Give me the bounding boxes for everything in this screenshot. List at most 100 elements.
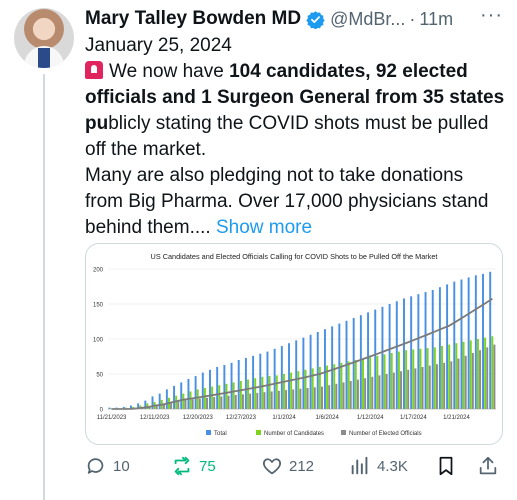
chart-image[interactable]: US Candidates and Elected Officials Call… bbox=[85, 243, 503, 445]
bar bbox=[268, 376, 271, 409]
share-button[interactable] bbox=[477, 453, 505, 479]
more-options-icon[interactable]: ··· bbox=[480, 4, 503, 26]
tweet-paragraph-1: We now have 104 candidates, 92 elected o… bbox=[85, 59, 505, 163]
bar bbox=[407, 369, 410, 409]
bar bbox=[383, 354, 386, 409]
legend-label: Total bbox=[214, 431, 227, 437]
bar bbox=[326, 365, 329, 409]
author-name[interactable]: Mary Talley Bowden MD bbox=[85, 8, 302, 29]
repost-count: 75 bbox=[199, 457, 216, 475]
bar bbox=[290, 372, 293, 409]
bar bbox=[223, 364, 226, 409]
x-tick-label: 12/11/2023 bbox=[140, 415, 170, 421]
show-more-link[interactable]: Show more bbox=[215, 217, 313, 238]
bar bbox=[270, 391, 273, 409]
bar bbox=[331, 326, 334, 409]
tweet-text-rest: blicly stating the COVID shots must be p… bbox=[85, 113, 489, 160]
y-tick-label: 100 bbox=[93, 338, 104, 344]
y-tick-label: 0 bbox=[100, 408, 104, 414]
bar bbox=[211, 386, 214, 409]
bookmark-button[interactable] bbox=[435, 453, 463, 479]
bar bbox=[158, 393, 161, 409]
avatar[interactable] bbox=[14, 8, 74, 68]
action-bar: 10 75 212 4.3K bbox=[85, 453, 505, 479]
bar bbox=[464, 355, 467, 409]
bar bbox=[299, 388, 302, 409]
reply-icon bbox=[87, 458, 104, 474]
bar bbox=[453, 281, 456, 409]
bar bbox=[390, 353, 393, 409]
bar bbox=[397, 351, 400, 409]
bar bbox=[443, 362, 446, 409]
bar bbox=[129, 405, 132, 409]
bar bbox=[184, 399, 187, 409]
views-button[interactable]: 4.3K bbox=[349, 453, 408, 479]
heart-icon bbox=[262, 458, 282, 475]
bar bbox=[340, 362, 343, 409]
bar bbox=[364, 378, 367, 409]
x-tick-label: 1/21/2024 bbox=[443, 415, 470, 421]
share-icon bbox=[479, 456, 497, 475]
repost-button[interactable]: 75 bbox=[171, 453, 216, 479]
tweet-header: Mary Talley Bowden MD @MdBr... · 11m bbox=[85, 6, 507, 32]
bar bbox=[137, 403, 140, 409]
bar bbox=[206, 397, 208, 409]
bar bbox=[297, 371, 300, 409]
thread-line bbox=[43, 74, 45, 500]
bar bbox=[349, 381, 352, 409]
legend-swatch bbox=[256, 430, 261, 435]
chart-title: US Candidates and Elected Officials Call… bbox=[151, 252, 438, 261]
tweet-time[interactable]: 11m bbox=[419, 8, 454, 29]
tweet-paragraph-2: Many are also pledging not to take donat… bbox=[85, 163, 505, 241]
bar bbox=[321, 386, 323, 409]
bar bbox=[476, 339, 479, 409]
bar bbox=[362, 358, 364, 409]
bar bbox=[209, 369, 211, 409]
bar bbox=[395, 301, 398, 409]
bar bbox=[378, 375, 381, 409]
bar bbox=[474, 275, 477, 409]
bar bbox=[275, 375, 278, 409]
bar bbox=[405, 350, 408, 409]
bar bbox=[180, 382, 183, 409]
bar bbox=[213, 397, 216, 409]
bar bbox=[182, 393, 185, 409]
bar bbox=[177, 401, 180, 409]
avatar-shirt bbox=[38, 48, 50, 68]
bar bbox=[388, 304, 391, 409]
legend-label: Number of Candidates bbox=[264, 431, 324, 437]
chart-y-axis: 0 50 100 150 200 bbox=[93, 268, 104, 414]
bar bbox=[403, 298, 405, 409]
like-button[interactable]: 212 bbox=[261, 453, 314, 479]
bar bbox=[220, 396, 223, 409]
like-count: 212 bbox=[289, 457, 315, 475]
bar bbox=[493, 344, 496, 409]
bar bbox=[428, 365, 431, 409]
bar bbox=[146, 403, 149, 409]
bar bbox=[232, 382, 235, 409]
bar bbox=[227, 395, 230, 409]
bar bbox=[277, 390, 280, 409]
tweet-text-line2: Many are also pledging not to take donat… bbox=[85, 165, 489, 238]
bar bbox=[489, 271, 492, 409]
bar bbox=[244, 357, 247, 409]
bar bbox=[424, 292, 427, 409]
reply-button[interactable]: 10 bbox=[85, 453, 130, 479]
bar bbox=[318, 367, 321, 409]
bar bbox=[302, 337, 305, 409]
bar bbox=[144, 400, 147, 409]
chart-x-axis: 11/21/2023 12/11/2023 12/20/2023 12/27/2023… bbox=[97, 408, 496, 421]
bar bbox=[385, 374, 388, 409]
author-handle[interactable]: @MdBr... bbox=[330, 8, 406, 29]
bar bbox=[196, 389, 199, 409]
bar bbox=[484, 337, 487, 409]
bar bbox=[122, 406, 125, 409]
bar bbox=[414, 368, 417, 409]
bar bbox=[417, 294, 420, 409]
bar bbox=[381, 306, 384, 409]
reply-count: 10 bbox=[113, 457, 130, 475]
views-chart-icon bbox=[351, 456, 368, 475]
bar bbox=[263, 392, 266, 409]
bar bbox=[292, 389, 295, 409]
bar bbox=[256, 392, 259, 409]
